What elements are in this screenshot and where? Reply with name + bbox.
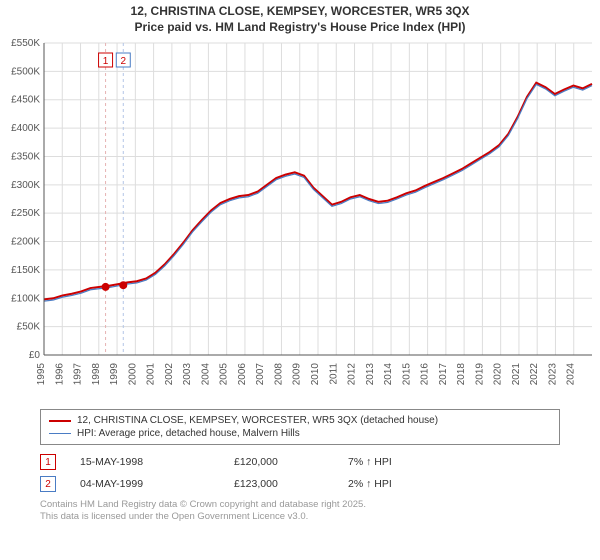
legend-swatch <box>49 433 71 434</box>
svg-text:1997: 1997 <box>73 363 84 386</box>
sale-price: £120,000 <box>234 456 324 468</box>
svg-text:2012: 2012 <box>347 363 358 386</box>
sale-row: 1 15-MAY-1998 £120,000 7% ↑ HPI <box>40 451 560 473</box>
svg-text:2013: 2013 <box>365 363 376 386</box>
svg-text:2003: 2003 <box>182 363 193 386</box>
svg-text:2008: 2008 <box>273 363 284 386</box>
svg-text:£350K: £350K <box>11 152 40 163</box>
svg-text:2005: 2005 <box>219 363 230 386</box>
svg-text:2: 2 <box>120 56 126 67</box>
svg-text:2016: 2016 <box>420 363 431 386</box>
footer-line2: This data is licensed under the Open Gov… <box>40 511 560 523</box>
svg-text:£250K: £250K <box>11 208 40 219</box>
sale-price: £123,000 <box>234 478 324 490</box>
sale-date: 15-MAY-1998 <box>80 456 210 468</box>
svg-text:1999: 1999 <box>109 363 120 386</box>
sale-marker: 1 <box>40 454 56 470</box>
legend-label: HPI: Average price, detached house, Malv… <box>77 428 300 439</box>
svg-text:2001: 2001 <box>146 363 157 386</box>
sale-pct: 2% ↑ HPI <box>348 478 438 490</box>
svg-text:2017: 2017 <box>438 363 449 386</box>
svg-text:£300K: £300K <box>11 180 40 191</box>
svg-text:2018: 2018 <box>456 363 467 386</box>
svg-text:2019: 2019 <box>474 363 485 386</box>
sale-marker: 2 <box>40 476 56 492</box>
svg-text:2002: 2002 <box>164 363 175 386</box>
svg-text:1998: 1998 <box>91 363 102 386</box>
svg-text:£550K: £550K <box>11 38 40 49</box>
svg-text:2014: 2014 <box>383 363 394 386</box>
sale-row: 2 04-MAY-1999 £123,000 2% ↑ HPI <box>40 473 560 495</box>
svg-text:£0: £0 <box>29 350 41 361</box>
sale-date: 04-MAY-1999 <box>80 478 210 490</box>
svg-text:2000: 2000 <box>127 363 138 386</box>
svg-text:2015: 2015 <box>401 363 412 386</box>
title-line1: 12, CHRISTINA CLOSE, KEMPSEY, WORCESTER,… <box>0 4 600 20</box>
svg-text:1996: 1996 <box>54 363 65 386</box>
chart-title: 12, CHRISTINA CLOSE, KEMPSEY, WORCESTER,… <box>0 0 600 35</box>
legend-label: 12, CHRISTINA CLOSE, KEMPSEY, WORCESTER,… <box>77 415 438 426</box>
svg-text:2024: 2024 <box>566 363 577 386</box>
legend: 12, CHRISTINA CLOSE, KEMPSEY, WORCESTER,… <box>40 409 560 445</box>
svg-text:£400K: £400K <box>11 123 40 134</box>
legend-item: HPI: Average price, detached house, Malv… <box>49 427 551 440</box>
svg-text:£200K: £200K <box>11 237 40 248</box>
svg-text:2020: 2020 <box>493 363 504 386</box>
svg-text:2021: 2021 <box>511 363 522 386</box>
legend-swatch <box>49 420 71 422</box>
svg-text:2022: 2022 <box>529 363 540 386</box>
legend-item: 12, CHRISTINA CLOSE, KEMPSEY, WORCESTER,… <box>49 414 551 427</box>
svg-text:2011: 2011 <box>328 363 339 385</box>
svg-text:£450K: £450K <box>11 95 40 106</box>
svg-text:2009: 2009 <box>292 363 303 386</box>
svg-text:£150K: £150K <box>11 265 40 276</box>
sales-table: 1 15-MAY-1998 £120,000 7% ↑ HPI 2 04-MAY-1999… <box>40 451 560 495</box>
svg-text:2023: 2023 <box>547 363 558 386</box>
sale-pct: 7% ↑ HPI <box>348 456 438 468</box>
svg-text:2006: 2006 <box>237 363 248 386</box>
svg-text:2007: 2007 <box>255 363 266 386</box>
price-chart: £0 £50K £100K £150K £200K £250K £300K £350K £400… <box>0 35 600 405</box>
svg-text:2010: 2010 <box>310 363 321 386</box>
footer-line1: Contains HM Land Registry data © Crown c… <box>40 499 560 511</box>
svg-text:1995: 1995 <box>36 363 47 386</box>
footer-attribution: Contains HM Land Registry data © Crown c… <box>40 499 560 523</box>
svg-text:1: 1 <box>103 56 109 67</box>
svg-text:2004: 2004 <box>200 363 211 386</box>
title-line2: Price paid vs. HM Land Registry's House … <box>0 20 600 36</box>
svg-text:£100K: £100K <box>11 293 40 304</box>
svg-text:£50K: £50K <box>17 322 41 333</box>
svg-text:£500K: £500K <box>11 67 40 78</box>
